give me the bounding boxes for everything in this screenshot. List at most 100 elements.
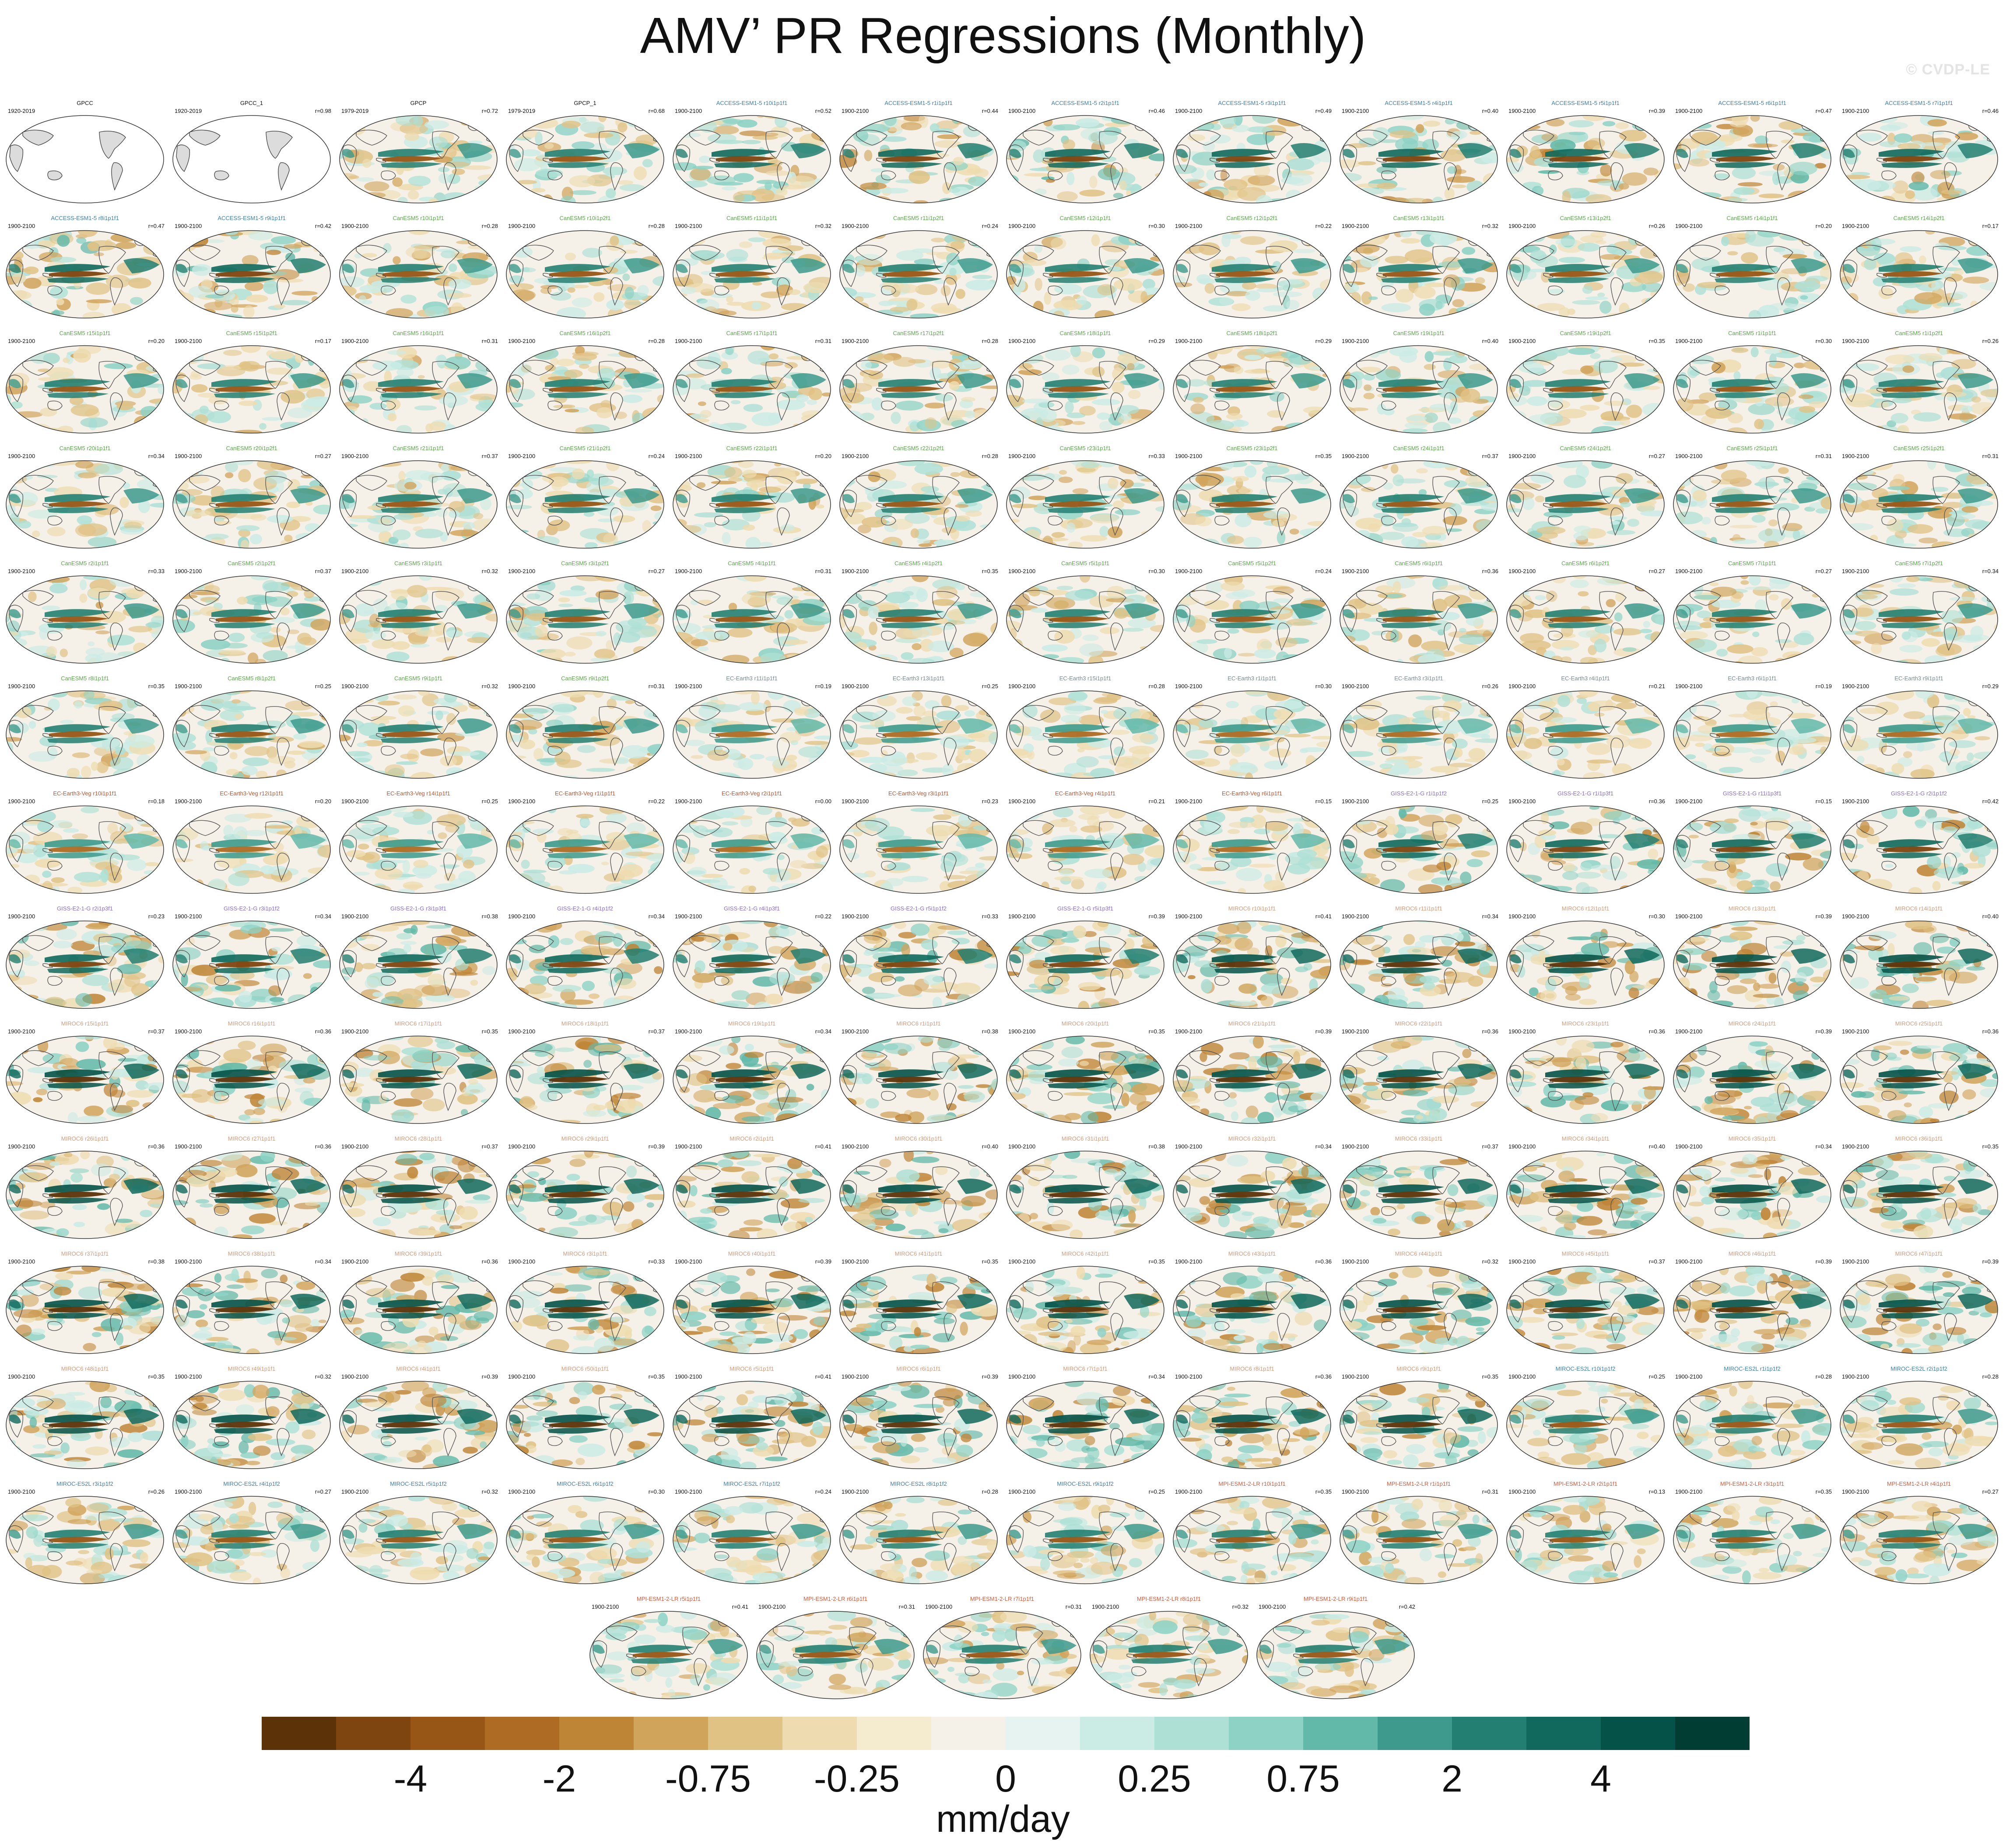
regression-map xyxy=(339,230,498,318)
panel-period: 1900-2100 xyxy=(1008,683,1036,690)
panel-title: CanESM5 r7i1p2f1 xyxy=(1895,560,1943,567)
panel-period: 1900-2100 xyxy=(1675,798,1703,805)
regression-map xyxy=(1673,460,1831,549)
panel-title: EC-Earth3 r11i1p1f1 xyxy=(726,675,778,682)
map-panel: 1900-2100 MIROC6 r46i1p1f1 r=0.39 xyxy=(1671,1250,1834,1356)
panel-correlation: r=0.49 xyxy=(1315,108,1332,114)
panel-correlation: r=0.13 xyxy=(1648,1488,1665,1495)
panel-correlation: r=0.32 xyxy=(1232,1603,1248,1610)
map-panel: 1900-2100 ACCESS-ESM1-5 r6i1p1f1 r=0.47 xyxy=(1671,100,1834,206)
panel-title: EC-Earth3-Veg r10i1p1f1 xyxy=(53,790,117,797)
page-title: AMV’ PR Regressions (Monthly) xyxy=(640,7,1366,64)
map-panel: 1900-2100 EC-Earth3-Veg r1i1p1f1 r=0.22 xyxy=(504,790,666,896)
colorbar-swatch xyxy=(559,1717,634,1750)
regression-map xyxy=(172,460,331,549)
regression-map xyxy=(6,805,164,894)
regression-map xyxy=(923,1611,1081,1699)
map-panel: 1900-2100 MIROC6 r15i1p1f1 r=0.37 xyxy=(4,1020,166,1126)
panel-period: 1900-2100 xyxy=(175,453,202,459)
map-panel: 1900-2100 GISS-E2-1-G r4i1p1f2 r=0.34 xyxy=(504,905,666,1011)
map-panel: 1900-2100 CanESM5 r21i1p2f1 r=0.24 xyxy=(504,445,666,551)
panel-period: 1900-2100 xyxy=(1342,798,1369,805)
panel-correlation: r=0.36 xyxy=(1482,1028,1498,1035)
panel-period: 1900-2100 xyxy=(1175,568,1203,574)
panel-title: CanESM5 r20i1p2f1 xyxy=(226,445,277,452)
panel-correlation: r=0.36 xyxy=(1315,1258,1332,1265)
map-panel: 1979-2019 GPCP_1 r=0.68 xyxy=(504,100,666,206)
regression-map xyxy=(673,920,831,1009)
map-panel: 1900-2100 MIROC6 r31i1p1f1 r=0.38 xyxy=(1004,1135,1167,1241)
panel-correlation: r=0.37 xyxy=(1482,1143,1498,1150)
panel-period: 1900-2100 xyxy=(1342,223,1369,229)
panel-period: 1900-2100 xyxy=(842,568,869,574)
map-panel: 1900-2100 MIROC6 r10i1p1f1 r=0.41 xyxy=(1171,905,1333,1011)
regression-map xyxy=(1340,1381,1498,1469)
panel-title: EC-Earth3-Veg r1i1p1f1 xyxy=(554,790,616,797)
panel-correlation: r=0.20 xyxy=(815,453,831,459)
regression-map xyxy=(839,690,998,779)
panel-period: 1900-2100 xyxy=(1175,453,1203,459)
panel-period: 1900-2100 xyxy=(1342,913,1369,920)
map-panel: 1900-2100 CanESM5 r18i1p2f1 r=0.29 xyxy=(1171,330,1333,436)
regression-map xyxy=(506,1496,664,1584)
panel-correlation: r=0.35 xyxy=(1315,1488,1332,1495)
panel-title: ACCESS-ESM1-5 r3i1p1f1 xyxy=(1218,100,1286,106)
panel-title: MIROC6 r14i1p1f1 xyxy=(1895,905,1943,912)
panel-title: MIROC6 r50i1p1f1 xyxy=(561,1365,609,1372)
panel-title: CanESM5 r9i1p1f1 xyxy=(394,675,442,682)
panel-correlation: r=0.32 xyxy=(815,223,831,229)
map-panel: 1900-2100 GISS-E2-1-G r3i1p1f2 r=0.34 xyxy=(170,905,333,1011)
panel-title: GPCC_1 xyxy=(240,100,263,106)
panel-period: 1900-2100 xyxy=(1342,338,1369,344)
panel-correlation: r=0.37 xyxy=(148,1028,165,1035)
map-panel: 1900-2100 EC-Earth3-Veg r10i1p1f1 r=0.18 xyxy=(4,790,166,896)
regression-map xyxy=(172,575,331,664)
panel-period: 1900-2100 xyxy=(175,1488,202,1495)
colorbar-tick-label: 4 xyxy=(1590,1758,1611,1800)
panel-correlation: r=0.33 xyxy=(148,568,165,574)
panel-title: MIROC6 r22i1p1f1 xyxy=(1395,1020,1443,1027)
map-panel: 1900-2100 CanESM5 r9i1p2f1 r=0.31 xyxy=(504,675,666,781)
panel-title: CanESM5 r14i1p2f1 xyxy=(1893,215,1945,221)
panel-title: CanESM5 r22i1p2f1 xyxy=(893,445,944,452)
panel-period: 1900-2100 xyxy=(1842,453,1869,459)
panel-title: MIROC6 r35i1p1f1 xyxy=(1728,1135,1776,1142)
panel-correlation: r=0.30 xyxy=(1315,683,1332,690)
regression-map xyxy=(1340,1036,1498,1124)
regression-map xyxy=(1673,1266,1831,1354)
panel-period: 1900-2100 xyxy=(508,1488,536,1495)
panel-title: EC-Earth3-Veg r6i1p1f1 xyxy=(1221,790,1283,797)
regression-map xyxy=(1340,690,1498,779)
map-panel: 1900-2100 MPI-ESM1-2-LR r3i1p1f1 r=0.35 xyxy=(1671,1480,1834,1586)
map-panel: 1900-2100 ACCESS-ESM1-5 r5i1p1f1 r=0.39 xyxy=(1504,100,1667,206)
regression-map xyxy=(673,230,831,318)
map-panel: 1900-2100 MPI-ESM1-2-LR r9i1p1f1 r=0.42 xyxy=(1254,1596,1417,1701)
panel-correlation: r=0.27 xyxy=(1815,568,1832,574)
map-panel: 1900-2100 GISS-E2-1-G r2i1p1f2 r=0.42 xyxy=(1838,790,2000,896)
panel-correlation: r=0.39 xyxy=(481,1373,498,1380)
map-panel: 1900-2100 MIROC6 r28i1p1f1 r=0.37 xyxy=(337,1135,500,1241)
panel-period: 1900-2100 xyxy=(508,683,536,690)
panel-title: MIROC6 r6i1p1f1 xyxy=(896,1365,941,1372)
panel-period: 1900-2100 xyxy=(8,1258,35,1265)
panel-period: 1900-2100 xyxy=(1342,568,1369,574)
panel-period: 1900-2100 xyxy=(1008,568,1036,574)
regression-map xyxy=(839,115,998,203)
panel-title: MIROC6 r25i1p1f1 xyxy=(1895,1020,1943,1027)
regression-map xyxy=(1840,920,1998,1009)
panel-period: 1900-2100 xyxy=(1675,223,1703,229)
panel-title: CanESM5 r21i1p2f1 xyxy=(559,445,611,452)
panel-period: 1900-2100 xyxy=(842,1028,869,1035)
panel-title: EC-Earth3 r1i1p1f1 xyxy=(1227,675,1277,682)
panel-correlation: r=0.35 xyxy=(648,1373,665,1380)
panel-period: 1900-2100 xyxy=(1842,683,1869,690)
panel-period: 1900-2100 xyxy=(1342,1143,1369,1150)
regression-map xyxy=(172,1496,331,1584)
map-panel: 1900-2100 CanESM5 r6i1p2f1 r=0.27 xyxy=(1504,560,1667,666)
panel-title: CanESM5 r18i1p1f1 xyxy=(1059,330,1111,336)
map-panel: 1900-2100 CanESM5 r13i1p1f1 r=0.32 xyxy=(1337,215,1500,321)
regression-map xyxy=(172,1036,331,1124)
map-panel: 1900-2100 CanESM5 r23i1p2f1 r=0.35 xyxy=(1171,445,1333,551)
map-panel: 1900-2100 MIROC-ES2L r10i1p1f2 r=0.25 xyxy=(1504,1365,1667,1471)
map-panel: 1900-2100 CanESM5 r24i1p1f1 r=0.37 xyxy=(1337,445,1500,551)
